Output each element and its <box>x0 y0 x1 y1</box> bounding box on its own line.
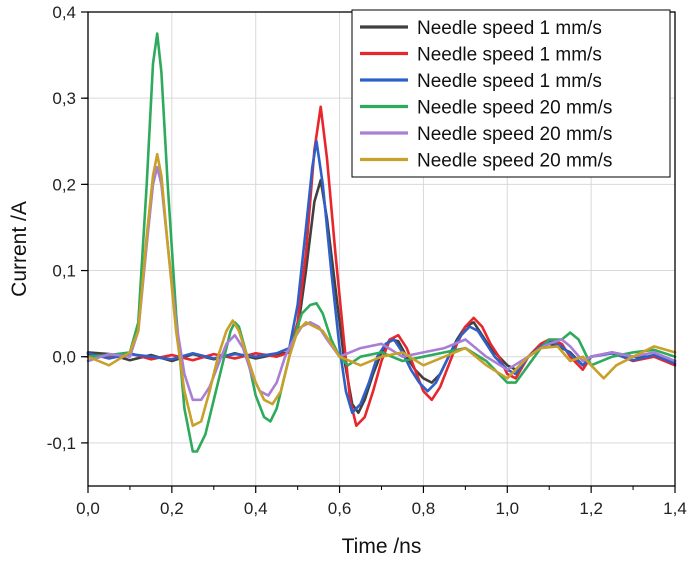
y-tick-label: 0,3 <box>52 89 76 108</box>
x-tick-label: 1,0 <box>495 499 519 518</box>
legend-label-4: Needle speed 20 mm/s <box>417 98 612 119</box>
y-tick-label: 0,0 <box>52 348 76 367</box>
x-axis-title: Time /ns <box>342 535 422 558</box>
legend-box <box>351 9 671 178</box>
tick-labels: 0,0 0,2 0,4 0,6 0,8 1,0 1,2 1,4 -0,1 0,0 0,1 0,2 0,3… <box>47 3 687 518</box>
y-tick-label: 0,2 <box>52 175 76 194</box>
legend-label-1: Needle speed 1 mm/s <box>417 18 602 39</box>
legend-label-6: Needle speed 20 mm/s <box>417 151 612 172</box>
legend-label-3: Needle speed 1 mm/s <box>417 71 602 92</box>
x-tick-label: 0,2 <box>160 499 184 518</box>
axis-ticks <box>81 11 676 493</box>
y-tick-label: 0,1 <box>52 262 76 281</box>
y-tick-label: 0,4 <box>52 3 76 22</box>
x-tick-label: 0,6 <box>328 499 352 518</box>
legend-label-5: Needle speed 20 mm/s <box>417 124 612 145</box>
x-tick-label: 0,4 <box>244 499 268 518</box>
series-lines <box>86 32 677 453</box>
x-tick-label: 0,0 <box>76 499 100 518</box>
legend-label-2: Needle speed 1 mm/s <box>417 45 602 66</box>
x-tick-label: 0,8 <box>412 499 436 518</box>
legend: Needle speed 1 mm/s Needle speed 1 mm/s Ne… <box>351 9 671 178</box>
y-axis-title: Current /A <box>8 201 31 297</box>
x-tick-label: 1,4 <box>663 499 687 518</box>
y-tick-label: -0,1 <box>47 434 76 453</box>
x-tick-label: 1,2 <box>579 499 603 518</box>
series-line-6 <box>86 152 677 427</box>
